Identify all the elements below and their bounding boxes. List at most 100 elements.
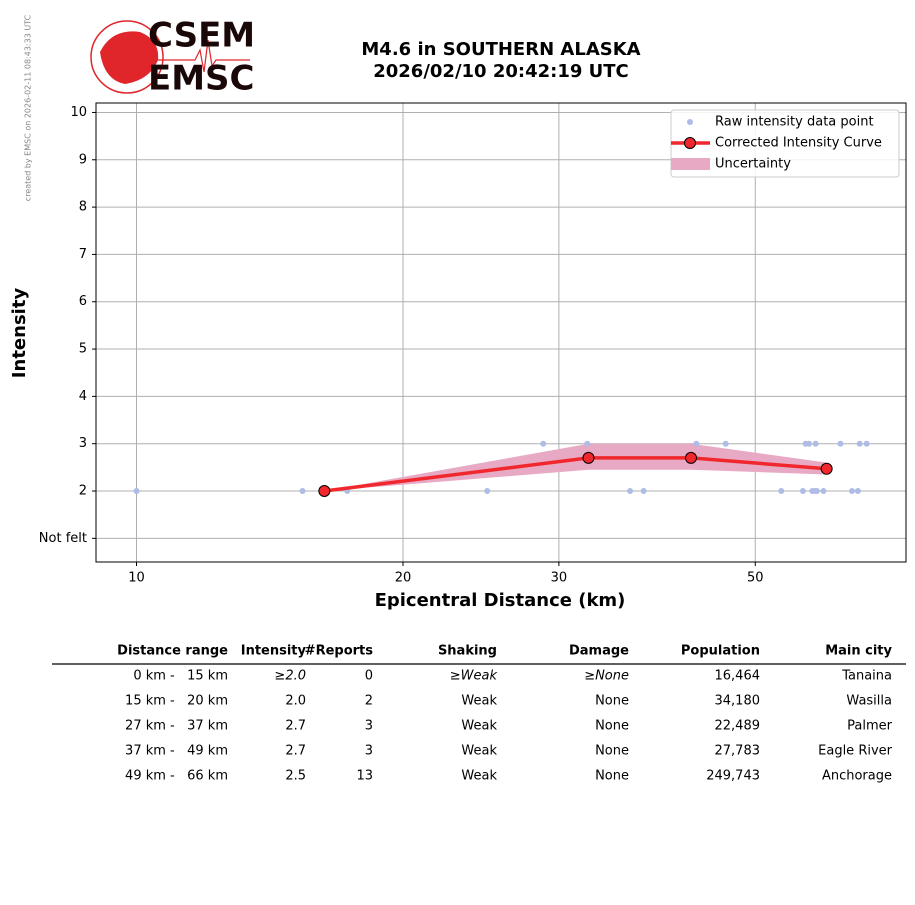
table-cell: 34,180: [715, 694, 761, 709]
data-point: [806, 440, 813, 447]
table: Distance range Intensity#Reports Shaking Da…: [52, 644, 906, 784]
x-tick-label: 50: [747, 571, 764, 586]
logo: CSEM EMSC: [90, 16, 255, 99]
table-cell: 37 km - 49 km: [125, 744, 228, 759]
data-point: [640, 488, 647, 495]
chart-subtitle: 2026/02/10 20:42:19 UTC: [373, 61, 629, 82]
legend-label: Corrected Intensity Curve: [715, 136, 882, 151]
legend-label: Raw intensity data point: [715, 115, 874, 130]
table-cell: 0: [365, 669, 373, 684]
table-cell: Wasilla: [846, 694, 892, 709]
data-point: [693, 440, 700, 447]
table-cell: Eagle River: [818, 744, 893, 759]
data-point: [856, 440, 863, 447]
table-cell: 249,743: [706, 769, 760, 784]
table-cell: Anchorage: [822, 769, 892, 784]
data-point: [837, 440, 844, 447]
data-point: [133, 488, 140, 495]
table-cell: ≥Weak: [450, 669, 498, 684]
data-point: [627, 488, 634, 495]
logo-seismo: [150, 39, 250, 73]
table-cell: None: [595, 719, 629, 734]
legend-swatch: [687, 119, 693, 125]
y-tick-label: 2: [79, 484, 87, 499]
watermark: created by EMSC on 2026-02-11 08:43:33 U…: [24, 14, 33, 201]
logo-circle: [90, 20, 164, 94]
data-point: [848, 488, 855, 495]
table-cell: 3: [365, 719, 373, 734]
y-tick-label: 9: [79, 152, 87, 167]
x-tick-label: 30: [551, 571, 568, 586]
y-tick-label: 10: [70, 105, 87, 120]
data-point: [484, 488, 491, 495]
table-cell: 16,464: [715, 669, 761, 684]
table-header: Intensity: [241, 644, 307, 659]
data-point: [722, 440, 729, 447]
table-cell: None: [595, 769, 629, 784]
y-tick-label: 4: [79, 389, 87, 404]
uncertainty-band: [324, 443, 827, 492]
table-cell: 2.5: [285, 769, 306, 784]
legend-swatch: [671, 158, 710, 170]
data-point: [820, 488, 827, 495]
table-cell: 49 km - 66 km: [125, 769, 228, 784]
y-tick-label: 3: [79, 436, 87, 451]
plot-frame: [95, 102, 907, 563]
data-point: [813, 488, 820, 495]
table-cell: 2: [365, 694, 373, 709]
table-header: Main city: [825, 644, 892, 659]
table-cell: 3: [365, 744, 373, 759]
legend-label: Uncertainty: [715, 157, 791, 172]
table-cell: 2.7: [285, 719, 306, 734]
curve-point: [318, 485, 331, 498]
table-cell: Weak: [461, 744, 497, 759]
table-header: Damage: [569, 644, 629, 659]
y-tick-label: Not felt: [39, 531, 87, 546]
table-cell: 15 km - 20 km: [125, 694, 228, 709]
table-cell: Palmer: [847, 719, 892, 734]
table-cell: 27,783: [715, 744, 761, 759]
table-cell: ≥None: [584, 669, 629, 684]
x-axis-label: Epicentral Distance (km): [375, 590, 626, 611]
logo-text: CSEM: [148, 16, 255, 56]
table-cell: Weak: [461, 769, 497, 784]
table-cell: 2.7: [285, 744, 306, 759]
y-tick-label: 8: [79, 200, 87, 215]
table-cell: 0 km - 15 km: [133, 669, 228, 684]
curve-point: [820, 462, 833, 475]
plot: 10 20 30 50 Not felt 2 3 4 5 6 7 8 9 10 Raw intensity …: [39, 102, 907, 586]
chart-title: M4.6 in SOUTHERN ALASKA: [361, 39, 640, 60]
table-cell: None: [595, 694, 629, 709]
table-cell: Tanaina: [841, 669, 892, 684]
data-point: [778, 488, 785, 495]
table-cell: 22,489: [715, 719, 761, 734]
y-tick-label: 5: [79, 342, 87, 357]
y-axis-label: Intensity: [9, 288, 30, 379]
table-cell: 13: [356, 769, 373, 784]
x-tick-label: 10: [128, 571, 145, 586]
table-cell: ≥2.0: [274, 669, 306, 684]
logo-text: EMSC: [148, 59, 255, 99]
data-point: [863, 440, 870, 447]
logo-map: [100, 31, 159, 84]
table-header: Population: [681, 644, 760, 659]
y-tick-label: 6: [79, 294, 87, 309]
data-point: [799, 488, 806, 495]
curve-point: [582, 451, 595, 464]
table-cell: Weak: [461, 719, 497, 734]
table-header: #Reports: [305, 644, 374, 659]
data-point: [584, 440, 591, 447]
y-tick-label: 7: [79, 247, 87, 262]
curve-line: [324, 456, 827, 493]
data-point: [299, 488, 306, 495]
data-point: [540, 440, 547, 447]
table-header: Shaking: [438, 644, 497, 659]
table-cell: Weak: [461, 694, 497, 709]
table-cell: 2.0: [285, 694, 306, 709]
data-point: [812, 440, 819, 447]
data-point: [854, 488, 861, 495]
x-tick-label: 20: [395, 571, 412, 586]
table-header: Distance range: [117, 644, 228, 659]
table-cell: 27 km - 37 km: [125, 719, 228, 734]
